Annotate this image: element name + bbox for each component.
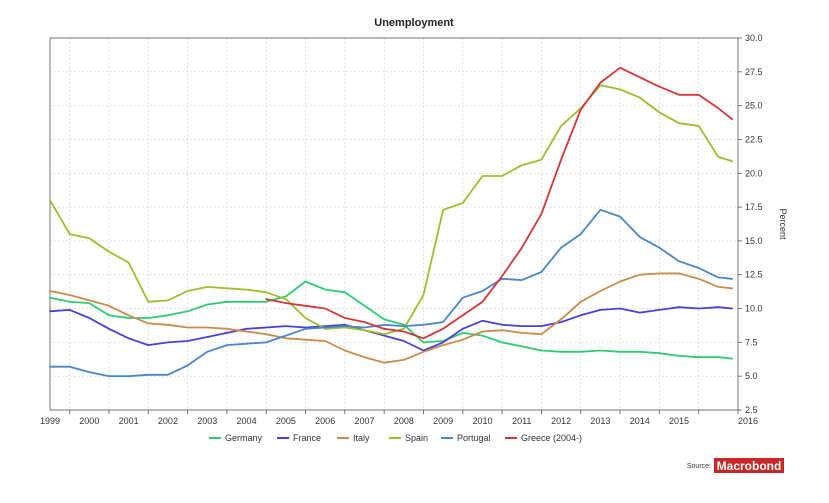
x-tick-label: 2015 — [669, 416, 689, 426]
chart-title: Unemployment — [374, 17, 454, 29]
series-layer — [49, 66, 733, 378]
legend-label: Germany — [225, 433, 263, 443]
series-line-france — [49, 306, 733, 352]
x-tick-label: 1999 — [40, 416, 60, 426]
source-label: Source: — [687, 463, 711, 470]
macrobond-logo: Macrobond — [714, 458, 784, 473]
y-axis-ticks: 2.5 5.0 7.5 10.0 12.5 15.0 17.5 20.0 22.5 25.0 27.… — [738, 33, 763, 415]
x-tick-label: 2009 — [433, 416, 453, 426]
y-tick-label: 2.5 — [745, 405, 758, 415]
legend-item: France — [277, 433, 321, 443]
y-tick-label: 25.0 — [745, 101, 763, 111]
y-tick-label: 30.0 — [745, 33, 763, 43]
legend-item: Germany — [209, 433, 263, 443]
x-tick-label: 2016 — [738, 416, 758, 426]
x-tick-label: 2004 — [237, 416, 257, 426]
series-line-portugal — [49, 208, 733, 378]
x-tick-label: 2007 — [354, 416, 374, 426]
x-tick-label: 2011 — [512, 416, 531, 426]
legend-label: Spain — [405, 433, 428, 443]
y-tick-label: 27.5 — [745, 67, 763, 77]
y-tick-label: 17.5 — [745, 202, 763, 212]
y-tick-label: 22.5 — [745, 134, 763, 144]
y-tick-label: 10.0 — [745, 304, 763, 314]
legend-item: Greece (2004-) — [505, 433, 582, 443]
legend-label: France — [293, 433, 321, 443]
x-tick-label: 2008 — [394, 416, 414, 426]
y-tick-label: 20.0 — [745, 168, 763, 178]
plot-frame — [49, 37, 739, 411]
x-tick-label: 2014 — [630, 416, 650, 426]
legend-label: Italy — [353, 433, 370, 443]
grid-lines — [50, 37, 738, 411]
y-tick-label: 7.5 — [745, 337, 758, 347]
series-line-germany — [49, 280, 733, 360]
x-tick-label: 2010 — [472, 416, 492, 426]
y-axis-label: Percent — [778, 208, 788, 240]
x-tick-label: 2006 — [315, 416, 335, 426]
legend-item: Portugal — [441, 433, 491, 443]
series-line-greece-2004 — [265, 66, 733, 340]
legend-item: Italy — [337, 433, 370, 443]
x-tick-label: 2003 — [197, 416, 217, 426]
x-tick-label: 2012 — [551, 416, 571, 426]
x-tick-label: 2001 — [119, 416, 139, 426]
source-attribution: Source: Macrobond — [687, 458, 784, 473]
x-tick-label: 2000 — [79, 416, 99, 426]
legend: Germany France Italy Spain Portugal Greece (2… — [209, 433, 582, 443]
macrobond-logo-text: Macrobond — [717, 459, 782, 473]
legend-label: Portugal — [457, 433, 491, 443]
y-tick-label: 12.5 — [745, 270, 763, 280]
series-line-italy — [49, 272, 733, 364]
x-tick-label: 2002 — [158, 416, 178, 426]
x-tick-label: 2005 — [276, 416, 296, 426]
macrobond-logo-badge — [714, 458, 784, 473]
y-tick-label: 5.0 — [745, 371, 758, 381]
legend-item: Spain — [389, 433, 428, 443]
legend-label: Greece (2004-) — [521, 433, 582, 443]
x-axis-ticks: 1999 2000 2001 2002 2003 2004 2005 2006 2007 2008… — [40, 410, 758, 426]
series-line-spain — [49, 84, 733, 336]
x-tick-label: 2013 — [590, 416, 610, 426]
y-tick-label: 15.0 — [745, 236, 763, 246]
